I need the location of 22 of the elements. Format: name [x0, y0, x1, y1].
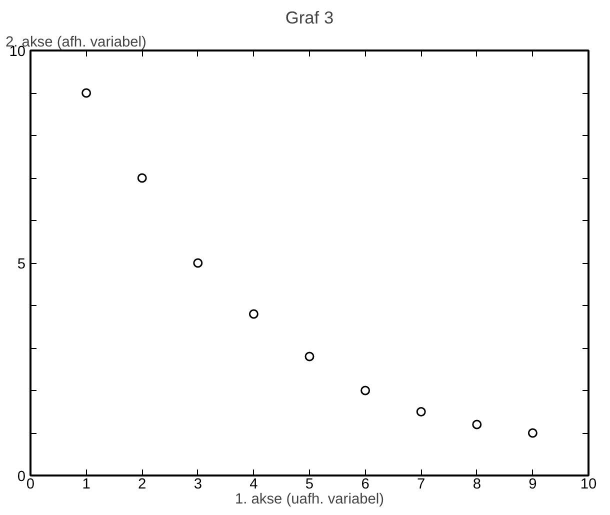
point	[416, 407, 426, 416]
x-tick-label: 5	[305, 476, 314, 492]
x-tick-label: 8	[472, 476, 481, 492]
point	[248, 309, 258, 319]
x-tick-label: 4	[250, 476, 258, 492]
x-tick-label: 7	[417, 476, 426, 492]
point	[193, 258, 203, 268]
x-tick-label: 6	[361, 476, 370, 492]
x-axis-title: 1. akse (uafh. variabel)	[234, 492, 384, 508]
point	[137, 173, 147, 183]
x-tick-label: 2	[138, 476, 146, 492]
point	[528, 428, 538, 438]
point	[360, 386, 370, 396]
point	[472, 420, 482, 430]
point	[304, 352, 314, 362]
point	[82, 88, 92, 98]
y-tick-label: 5	[17, 256, 26, 272]
x-tick-label: 3	[194, 476, 202, 492]
x-tick-label: 9	[528, 476, 537, 492]
chart-title: Graf 3	[285, 8, 334, 28]
x-tick-label: 10	[580, 476, 597, 492]
x-tick-label: 1	[82, 476, 90, 492]
